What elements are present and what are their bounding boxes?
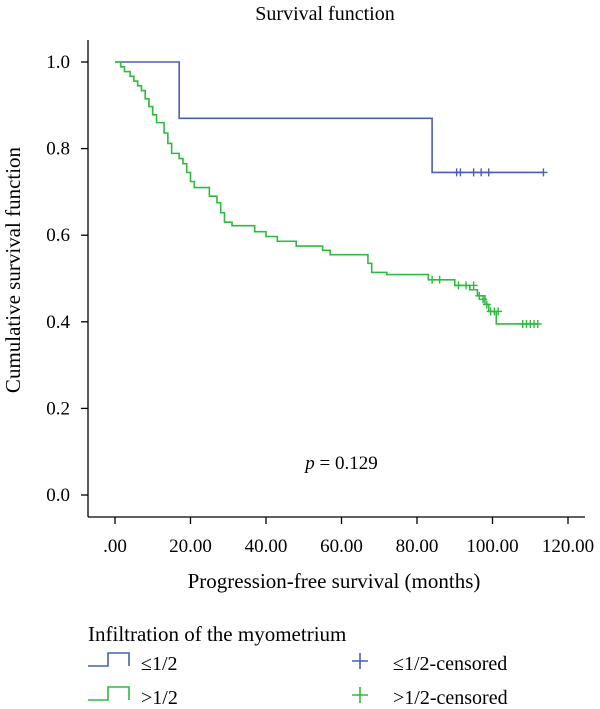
censor-mark xyxy=(494,307,503,316)
y-tick-label: 1.0 xyxy=(46,52,70,73)
p-value-annotation: p = 0.129 xyxy=(303,453,377,474)
censor-mark xyxy=(435,275,444,284)
legend-censor-swatch xyxy=(352,653,368,669)
censor-mark xyxy=(484,168,493,177)
x-tick-label: 20.00 xyxy=(169,536,212,557)
censor-mark xyxy=(428,275,437,284)
legend-label: >1/2 xyxy=(141,687,178,709)
y-axis: 0.0 0.2 0.4 0.6 0.8 1.0 xyxy=(46,40,89,517)
p-symbol: p xyxy=(303,453,315,474)
censor-mark xyxy=(479,295,488,304)
legend-label: ≤1/2-censored xyxy=(393,653,507,675)
series-0 xyxy=(115,61,548,177)
x-tick-label: 100.00 xyxy=(466,536,518,557)
y-tick-label: 0.2 xyxy=(46,398,70,419)
censor-mark xyxy=(539,168,548,177)
legend-step-swatch xyxy=(88,652,130,667)
censor-mark xyxy=(475,291,484,300)
y-tick-label: 0.8 xyxy=(46,139,70,160)
legend-label: ≤1/2 xyxy=(141,653,178,675)
censor-mark xyxy=(456,168,465,177)
p-value-text: = 0.129 xyxy=(315,453,378,474)
censor-mark xyxy=(454,281,463,290)
censor-mark xyxy=(469,168,478,177)
y-axis-label: Cumulative survival function xyxy=(1,146,25,393)
survival-step-line xyxy=(115,61,538,325)
series-1 xyxy=(115,61,542,328)
x-axis-label: Progression-free survival (months) xyxy=(188,569,481,593)
series-layer xyxy=(115,61,548,328)
legend-item: >1/2-censored xyxy=(352,687,508,709)
survival-step-line xyxy=(115,61,544,174)
chart-title: Survival function xyxy=(255,3,394,25)
x-tick-label: 60.00 xyxy=(320,536,363,557)
y-tick-label: 0.6 xyxy=(46,225,70,246)
legend-censor-swatch xyxy=(352,687,368,703)
x-tick-label: 120.00 xyxy=(542,536,594,557)
y-tick-label: 0.0 xyxy=(46,485,70,506)
legend-item: ≤1/2 xyxy=(88,652,178,675)
legend-item: >1/2 xyxy=(88,686,178,709)
censor-mark xyxy=(533,319,542,328)
legend-item: ≤1/2-censored xyxy=(352,653,507,675)
x-axis: .00 20.00 40.00 60.00 80.00 100.00 120.00 xyxy=(88,516,594,557)
legend: Infiltration of the myometrium ≤1/2 ≤1/2-… xyxy=(88,622,508,709)
y-tick-label: 0.4 xyxy=(46,312,70,333)
x-tick-label: 40.00 xyxy=(245,536,288,557)
legend-title: Infiltration of the myometrium xyxy=(88,622,346,646)
censor-mark xyxy=(477,168,486,177)
legend-step-swatch xyxy=(88,686,130,701)
x-tick-label: .00 xyxy=(103,536,127,557)
censor-mark xyxy=(462,281,471,290)
censor-mark xyxy=(469,281,478,290)
x-tick-label: 80.00 xyxy=(396,536,439,557)
legend-label: >1/2-censored xyxy=(393,687,508,709)
censor-mark xyxy=(482,300,491,309)
